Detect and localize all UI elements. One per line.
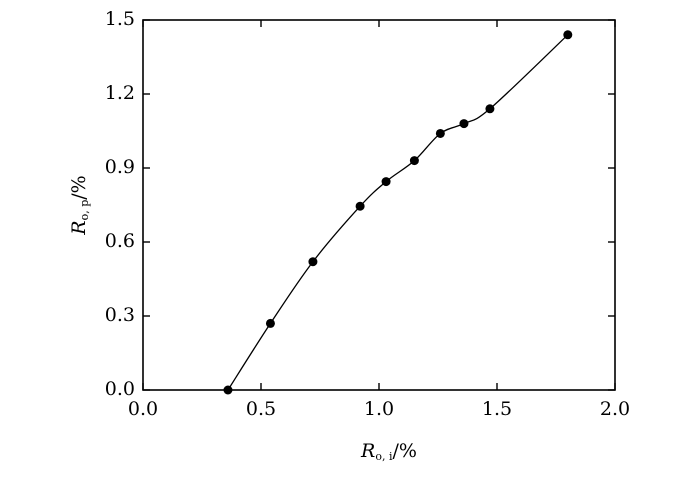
y-label-sub: o, p bbox=[78, 200, 91, 221]
x-tick-label: 0.0 bbox=[128, 398, 158, 420]
x-label-sub: o, i bbox=[375, 450, 393, 463]
x-label-main: R bbox=[360, 440, 375, 462]
fit-curve bbox=[227, 34, 569, 391]
x-tick-label: 2.0 bbox=[600, 398, 630, 420]
y-tick-label: 0.9 bbox=[105, 156, 135, 178]
data-point bbox=[308, 257, 318, 267]
y-label-unit: /% bbox=[68, 175, 90, 199]
x-tick-label: 1.5 bbox=[482, 398, 512, 420]
data-point bbox=[355, 201, 365, 211]
y-tick-label: 0.6 bbox=[105, 230, 135, 252]
x-axis-label: Ro, i/% bbox=[360, 440, 417, 463]
data-point bbox=[223, 385, 233, 395]
data-point bbox=[563, 30, 573, 40]
data-point bbox=[265, 318, 275, 328]
y-tick-label: 0.3 bbox=[105, 304, 135, 326]
y-tick-label: 1.5 bbox=[105, 8, 135, 30]
y-tick-label: 0.0 bbox=[105, 378, 135, 400]
data-point bbox=[485, 104, 495, 114]
y-label-main: R bbox=[68, 220, 90, 235]
data-point bbox=[435, 128, 445, 138]
x-tick-label: 0.5 bbox=[246, 398, 276, 420]
x-tick-label: 1.0 bbox=[364, 398, 394, 420]
y-axis-label: Ro, p/% bbox=[68, 175, 91, 235]
y-tick-label: 1.2 bbox=[105, 82, 135, 104]
x-label-unit: /% bbox=[392, 440, 416, 462]
data-point bbox=[381, 177, 391, 187]
data-point bbox=[409, 156, 419, 166]
plot-frame bbox=[142, 19, 616, 391]
data-point bbox=[459, 119, 469, 129]
